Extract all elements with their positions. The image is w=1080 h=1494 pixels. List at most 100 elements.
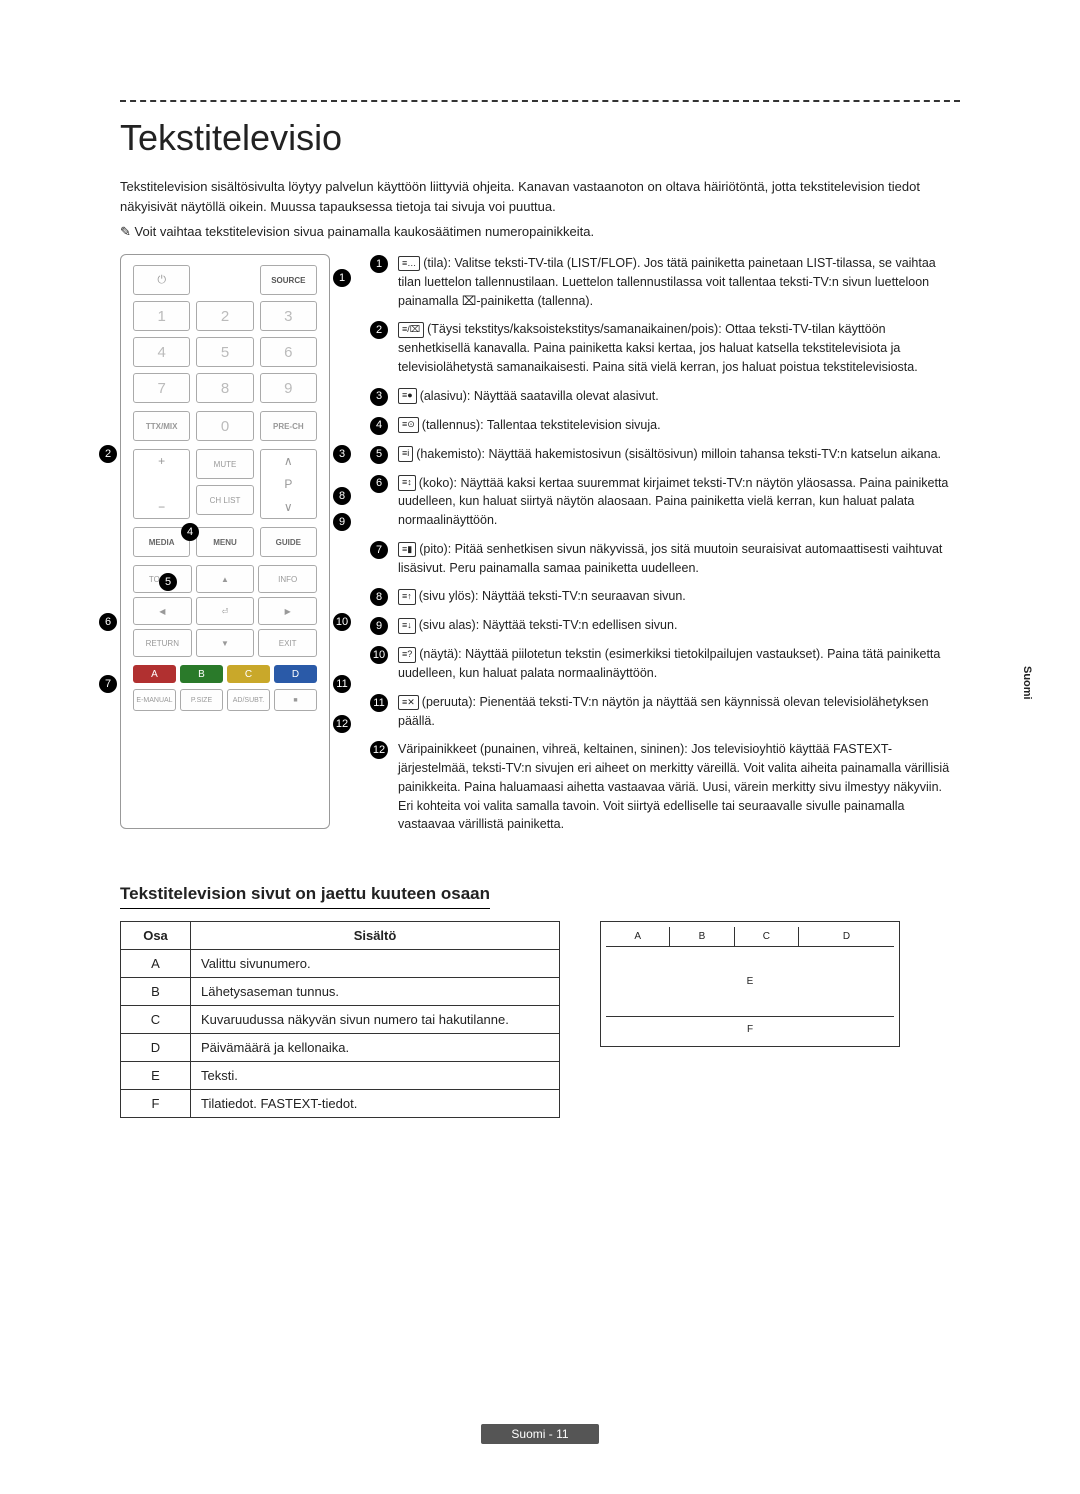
table-row: ETeksti. (121, 1062, 560, 1090)
key-8: 8 (196, 373, 253, 403)
source-key: SOURCE (260, 265, 317, 295)
layout-E: E (606, 947, 894, 1017)
th-part: Osa (121, 922, 191, 950)
power-key: ⏻ (133, 265, 190, 295)
item-num: 2 (370, 321, 388, 339)
table-row: FTilatiedot. FASTEXT-tiedot. (121, 1090, 560, 1118)
table-row: Osa Sisältö (121, 922, 560, 950)
layout-F: F (606, 1017, 894, 1041)
list-item: 12 Väripainikkeet (punainen, vihreä, kelt… (370, 740, 960, 834)
layout-C: C (735, 927, 799, 946)
info-key: INFO (258, 565, 317, 593)
item-num: 8 (370, 588, 388, 606)
note-prefix: ✎ (120, 224, 131, 239)
callout-6: 6 (99, 613, 117, 631)
layout-diagram: A B C D E F (600, 921, 900, 1047)
dash-rule (120, 100, 960, 102)
emanual-key: E-MANUAL (133, 689, 176, 711)
item-text: ≡↓(sivu alas): Näyttää teksti-TV:n edell… (398, 616, 960, 635)
exit-key: EXIT (258, 629, 317, 657)
item-num: 4 (370, 417, 388, 435)
item-text: ≡i(hakemisto): Näyttää hakemistosivun (s… (398, 445, 960, 464)
callout-8: 8 (333, 487, 351, 505)
callout-9: 9 (333, 513, 351, 531)
list-item: 1 ≡…(tila): Valitse teksti-TV-tila (LIST/… (370, 254, 960, 310)
green-key: B (180, 665, 223, 683)
remote-control: ⏻ SOURCE 1 2 3 4 5 6 7 8 9 TTX/MIX (120, 254, 330, 829)
table-row: DPäivämäärä ja kellonaika. (121, 1034, 560, 1062)
callout-1: 1 (333, 269, 351, 287)
list-item: 8≡↑(sivu ylös): Näyttää teksti-TV:n seur… (370, 587, 960, 606)
list-item: 10 ≡?(näytä): Näyttää piilotetun tekstin … (370, 645, 960, 683)
up-key: ▲ (196, 565, 255, 593)
key-9: 9 (260, 373, 317, 403)
section2-heading: Tekstitelevision sivut on jaettu kuuteen… (120, 884, 490, 909)
return-key: RETURN (133, 629, 192, 657)
ttxmix-key: TTX/MIX (133, 411, 190, 441)
item-text: ≡●(alasivu): Näyttää saatavilla olevat a… (398, 387, 960, 406)
list-item: 9 ≡↓(sivu alas): Näyttää teksti-TV:n edel… (370, 616, 960, 635)
item-text: ≡…(tila): Valitse teksti-TV-tila (LIST/F… (398, 254, 960, 310)
layout-B: B (670, 927, 734, 946)
item-text: ≡↕(koko): Näyttää kaksi kertaa suuremmat… (398, 474, 960, 530)
parts-table: Osa Sisältö AValittu sivunumero. BLähety… (120, 921, 560, 1118)
item-text: ≡/⌧(Täysi tekstitys/kaksoistekstitys/sam… (398, 320, 960, 376)
key-5: 5 (196, 337, 253, 367)
item-num: 3 (370, 388, 388, 406)
prech-key: PRE-CH (260, 411, 317, 441)
feature-list: 1 ≡…(tila): Valitse teksti-TV-tila (LIST/… (370, 254, 960, 834)
callout-2: 2 (99, 445, 117, 463)
callout-5: 5 (159, 573, 177, 591)
callout-10: 10 (333, 613, 351, 631)
list-item: 3 ≡●(alasivu): Näyttää saatavilla olevat … (370, 387, 960, 406)
table-row: BLähetysaseman tunnus. (121, 978, 560, 1006)
stop-key: ■ (274, 689, 317, 711)
item-num: 1 (370, 255, 388, 273)
list-item: 11 ≡✕(peruuta): Pienentää teksti-TV:n näy… (370, 693, 960, 731)
callout-12: 12 (333, 715, 351, 733)
list-item: 5 ≡i(hakemisto): Näyttää hakemistosivun (… (370, 445, 960, 464)
psize-key: P.SIZE (180, 689, 223, 711)
list-item: 4 ≡⊙(tallennus): Tallentaa tekstitelevisi… (370, 416, 960, 435)
red-key: A (133, 665, 176, 683)
item-num: 11 (370, 694, 388, 712)
item-text: ≡?(näytä): Näyttää piilotetun tekstin (e… (398, 645, 960, 683)
language-tab: Suomi (1019, 660, 1035, 706)
list-item: 7 ≡▮(pito): Pitää senhetkisen sivun näkyv… (370, 540, 960, 578)
item-num: 12 (370, 741, 388, 759)
key-2: 2 (196, 301, 253, 331)
note-text: Voit vaihtaa tekstitelevision sivua pain… (135, 224, 595, 239)
volume-key: +− (133, 449, 190, 519)
key-6: 6 (260, 337, 317, 367)
menu-key: MENU (196, 527, 253, 557)
item-num: 9 (370, 617, 388, 635)
item-num: 5 (370, 446, 388, 464)
callout-4: 4 (181, 523, 199, 541)
callout-7: 7 (99, 675, 117, 693)
list-item: 2 ≡/⌧(Täysi tekstitys/kaksoistekstitys/sa… (370, 320, 960, 376)
item-num: 10 (370, 646, 388, 664)
item-text: ≡▮(pito): Pitää senhetkisen sivun näkyvi… (398, 540, 960, 578)
table-row: CKuvaruudussa näkyvän sivun numero tai h… (121, 1006, 560, 1034)
list-item: 6 ≡↕(koko): Näyttää kaksi kertaa suuremma… (370, 474, 960, 530)
mute-key: MUTE (196, 449, 253, 479)
item-text: ≡⊙(tallennus): Tallentaa tekstitelevisio… (398, 416, 960, 435)
item-num: 6 (370, 475, 388, 493)
right-key: ▶ (258, 597, 317, 625)
adsubt-key: AD/SUBT. (227, 689, 270, 711)
item-num: 7 (370, 541, 388, 559)
down-key: ▼ (196, 629, 255, 657)
layout-D: D (799, 927, 894, 946)
channel-key: ∧P∨ (260, 449, 317, 519)
key-1: 1 (133, 301, 190, 331)
page-footer: Suomi - 11 (481, 1424, 598, 1444)
callout-3: 3 (333, 445, 351, 463)
callout-11: 11 (333, 675, 351, 693)
intro-text: Tekstitelevision sisältösivulta löytyy p… (120, 177, 960, 216)
blue-key: D (274, 665, 317, 683)
item-text: Väripainikkeet (punainen, vihreä, keltai… (398, 740, 960, 834)
item-text: ≡✕(peruuta): Pienentää teksti-TV:n näytö… (398, 693, 960, 731)
th-content: Sisältö (191, 922, 560, 950)
page-title: Tekstitelevisio (120, 117, 960, 159)
layout-A: A (606, 927, 670, 946)
